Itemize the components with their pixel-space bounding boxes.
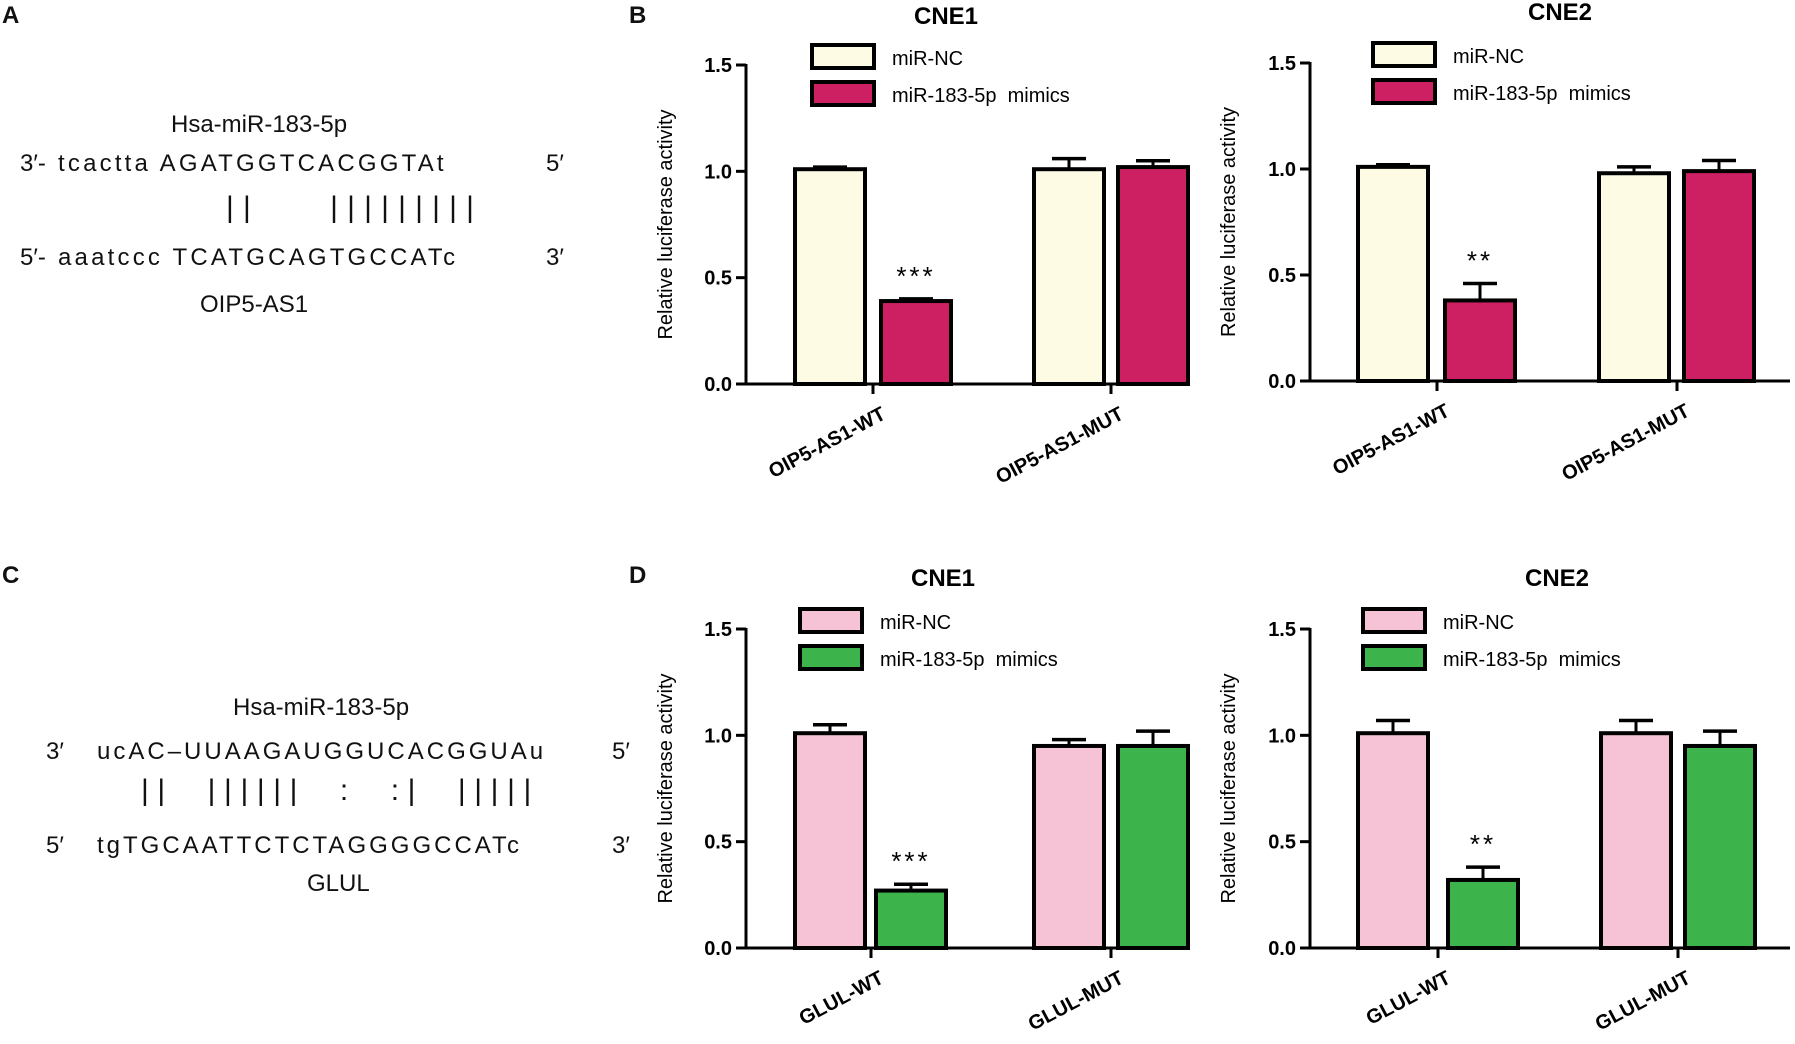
legend-label: miR-NC	[892, 48, 963, 70]
alignment-c: Hsa-miR-183-5p 3′ ucAC–UUAAGAUGGUCACGGUA…	[0, 0, 640, 900]
bar	[793, 167, 867, 386]
y-tick-label: 0.0	[1268, 938, 1296, 960]
x-tick-label: GLUL-MUT	[1025, 967, 1128, 1035]
legend-swatch	[1371, 41, 1437, 68]
legend-swatch	[1361, 607, 1427, 634]
legend-swatch	[810, 43, 876, 70]
y-axis-label: Relative luciferase activity	[655, 673, 677, 903]
legend-swatch	[798, 607, 864, 634]
bar	[1116, 743, 1190, 950]
y-tick-label: 1.0	[1268, 725, 1296, 747]
y-tick-label: 0.5	[704, 832, 732, 854]
legend-label: miR-NC	[880, 612, 951, 634]
mirna-suffix: 5′	[612, 738, 630, 765]
x-tick-label: OIP5-AS1-MUT	[1558, 400, 1693, 486]
mirna-prefix: 3′-	[20, 150, 46, 177]
legend-swatch	[1361, 644, 1427, 671]
y-tick-label: 1.5	[1268, 619, 1296, 641]
legend-swatch	[798, 644, 864, 671]
legend-label: miR-NC	[1443, 612, 1514, 634]
significance-label: ***	[891, 846, 930, 876]
legend-label: miR-183-5p mimics	[1443, 649, 1621, 671]
y-tick-label: 1.5	[1268, 53, 1296, 75]
y-tick-label: 0.0	[704, 374, 732, 396]
mirna-suffix: 5′	[546, 150, 564, 177]
target-prefix: 5′	[46, 832, 64, 859]
y-axis-label: Relative luciferase activity	[1218, 673, 1240, 903]
legend-label: miR-183-5p mimics	[892, 85, 1070, 107]
target-sequence: aaatccc TCATGCAGTGCCATc	[58, 244, 459, 271]
bar	[1443, 298, 1517, 383]
y-tick-label: 1.0	[1268, 159, 1296, 181]
chart-b-cne1: CNE1 Relative luciferase activity 0.0 0.5 1.…	[655, 3, 1190, 489]
base-pairing: || |||||| : :| |||||	[141, 774, 540, 807]
legend-label: miR-183-5p mimics	[880, 649, 1058, 671]
bar	[874, 888, 948, 950]
bar	[1446, 877, 1520, 950]
bar	[793, 731, 867, 950]
x-tick-label: OIP5-AS1-MUT	[992, 403, 1127, 489]
bar	[1356, 164, 1430, 383]
bar	[1032, 743, 1106, 950]
bar	[879, 299, 953, 386]
chart-title: CNE1	[911, 565, 975, 592]
chart-title: CNE2	[1528, 0, 1592, 26]
y-tick-label: 0.5	[704, 268, 732, 290]
target-name: GLUL	[307, 870, 370, 897]
legend-label: miR-NC	[1453, 46, 1524, 68]
y-tick-label: 1.0	[704, 161, 732, 183]
legend-label: miR-183-5p mimics	[1453, 83, 1631, 105]
chart-title: CNE2	[1525, 565, 1589, 592]
x-tick-label: GLUL-WT	[796, 967, 888, 1030]
x-tick-label: OIP5-AS1-WT	[765, 403, 889, 483]
y-tick-label: 0.0	[1268, 371, 1296, 393]
mirna-prefix: 3′	[46, 738, 64, 765]
mirna-label: Hsa-miR-183-5p	[233, 694, 410, 721]
significance-label: **	[1470, 829, 1496, 859]
bar	[1116, 165, 1190, 386]
chart-title: CNE1	[914, 3, 978, 30]
panel-letter-c: C	[2, 562, 20, 589]
mirna-sequence: tcactta AGATGGTCACGGTAt	[58, 150, 447, 177]
mirna-sequence: ucAC–UUAAGAUGGUCACGGUAu	[97, 738, 547, 765]
y-axis-label: Relative luciferase activity	[1218, 107, 1240, 337]
panel-letter-a: A	[2, 2, 20, 29]
y-tick-label: 0.0	[704, 938, 732, 960]
bar	[1597, 171, 1671, 383]
base-pairing: || |||||||||	[226, 191, 484, 224]
target-suffix: 3′	[546, 244, 564, 271]
bar	[1356, 731, 1430, 950]
mirna-label: Hsa-miR-183-5p	[171, 111, 348, 138]
bar	[1599, 731, 1673, 950]
significance-label: **	[1467, 245, 1493, 275]
chart-d-cne1: CNE1 Relative luciferase activity 0.0 0.5 1.…	[655, 565, 1190, 1035]
panel-letter-b: B	[629, 2, 647, 29]
y-tick-label: 0.5	[1268, 265, 1296, 287]
panel-letter-d: D	[629, 562, 647, 589]
y-tick-label: 1.5	[704, 55, 732, 77]
y-axis-label: Relative luciferase activity	[655, 109, 677, 339]
x-tick-label: GLUL-MUT	[1592, 967, 1695, 1035]
chart-d-cne2: CNE2 Relative luciferase activity 0.0 0.5 1.…	[1218, 565, 1790, 1035]
target-suffix: 3′	[612, 832, 630, 859]
x-tick-label: OIP5-AS1-WT	[1329, 400, 1453, 480]
bar	[1682, 169, 1756, 383]
x-tick-label: GLUL-WT	[1363, 967, 1455, 1030]
target-sequence: tgTGCAATTCTCTAGGGGCCATc	[97, 832, 523, 859]
significance-label: ***	[896, 261, 935, 291]
alignment-a: Hsa-miR-183-5p 3′- tcactta AGATGGTCACGGT…	[0, 0, 600, 340]
y-tick-label: 1.0	[704, 725, 732, 747]
target-name: OIP5-AS1	[200, 291, 309, 318]
bar	[1683, 743, 1757, 950]
chart-b-cne2: CNE2 Relative luciferase activity 0.0 0.5 1.…	[1218, 0, 1790, 486]
bar	[1032, 167, 1106, 386]
y-tick-label: 1.5	[704, 619, 732, 641]
legend-swatch	[1371, 78, 1437, 105]
legend-swatch	[810, 80, 876, 107]
target-prefix: 5′-	[20, 244, 46, 271]
y-tick-label: 0.5	[1268, 832, 1296, 854]
